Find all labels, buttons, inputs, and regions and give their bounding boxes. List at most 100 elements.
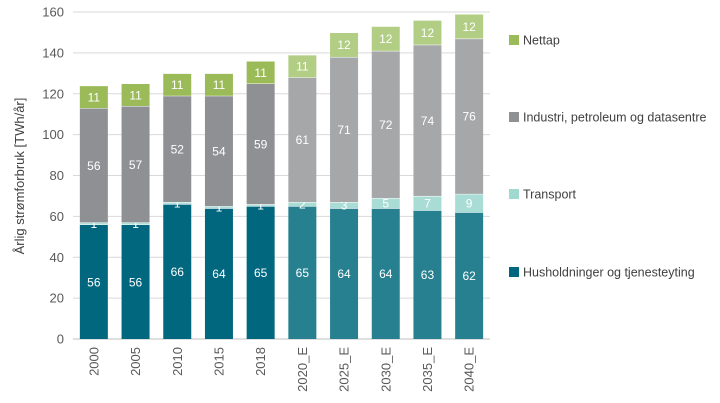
y-tick-label: 100 — [42, 127, 64, 142]
data-label: 57 — [129, 158, 143, 172]
x-tick-label: 2010 — [170, 347, 185, 376]
legend-swatch — [509, 189, 519, 199]
bar-segment — [79, 85, 108, 109]
x-tick-label: 2005 — [128, 347, 143, 376]
data-label: 64 — [212, 267, 226, 281]
data-label: 7 — [424, 197, 431, 211]
data-label: 65 — [254, 266, 268, 280]
bar-segment — [204, 73, 233, 96]
data-label: 2 — [299, 198, 306, 212]
data-label: 12 — [421, 26, 435, 40]
x-tick-label: 2015 — [211, 347, 226, 376]
bar-segment — [413, 44, 442, 196]
data-label: 3 — [341, 199, 348, 213]
legend-label: Industri, petroleum og datasentre — [523, 111, 706, 125]
x-tick-label: 2020_E — [295, 347, 310, 392]
bar-segment — [121, 222, 150, 225]
bar-segment — [246, 206, 275, 339]
bar-segment — [121, 83, 150, 107]
y-tick-label: 20 — [50, 291, 64, 306]
bar-segment — [413, 195, 442, 211]
bar-segment — [371, 208, 400, 339]
bar-segment — [455, 212, 484, 339]
bar-segment — [371, 50, 400, 198]
bar-segment — [288, 206, 317, 339]
bar-segment — [163, 202, 192, 205]
data-label: 71 — [337, 123, 351, 137]
data-label: 61 — [296, 133, 310, 147]
bar-segment — [163, 95, 192, 203]
legend: Nettap Industri, petroleum og datasentre T… — [509, 34, 706, 280]
data-label: 11 — [171, 78, 184, 92]
y-tick-label: 80 — [50, 168, 64, 183]
data-label: 72 — [379, 118, 393, 132]
bar-segment — [246, 61, 275, 84]
bar-segment — [455, 193, 484, 213]
x-tick-label: 2035_E — [420, 347, 435, 392]
y-tick-label: 120 — [42, 86, 64, 101]
data-label: 56 — [129, 275, 143, 289]
data-label: 1 — [174, 197, 181, 211]
data-label: 12 — [379, 32, 393, 46]
bar-segment — [163, 73, 192, 96]
data-label: 54 — [212, 144, 226, 158]
data-label: 59 — [254, 137, 268, 151]
x-axis-ticks: 2000 2005 2010 2015 2018 2020_E 2025_E 2030_E 20… — [86, 347, 476, 392]
data-label: 66 — [171, 265, 185, 279]
bar-segment — [288, 54, 317, 78]
data-label: 1 — [257, 199, 264, 213]
data-label: 9 — [466, 197, 473, 211]
bar-segment — [330, 56, 359, 203]
data-label: 56 — [87, 159, 101, 173]
bar-segment — [371, 26, 400, 51]
x-tick-label: 2025_E — [337, 347, 352, 392]
y-tick-label: 160 — [42, 5, 64, 20]
data-label: 1 — [91, 217, 98, 231]
data-label: 5 — [382, 197, 389, 211]
legend-label: Husholdninger og tjenesteyting — [523, 266, 695, 280]
bar-segment — [246, 204, 275, 207]
x-tick-label: 2000 — [86, 347, 101, 376]
y-tick-label: 0 — [57, 332, 64, 347]
data-label: 64 — [379, 267, 393, 281]
data-label: 11 — [129, 88, 142, 102]
data-label: 74 — [421, 114, 435, 128]
bar-segment — [79, 222, 108, 225]
y-axis-title: Årlig strømforbruk [TWh/år] — [12, 98, 27, 255]
bars: 5615611561571166152116415411651591165261… — [79, 13, 484, 339]
bar-segment — [330, 32, 359, 57]
y-tick-label: 40 — [50, 250, 64, 265]
data-label: 11 — [88, 90, 101, 104]
data-label: 1 — [132, 217, 139, 231]
y-axis-ticks: 0 20 40 60 80 100 120 140 160 — [42, 5, 64, 347]
bar-segment — [330, 208, 359, 339]
bar-segment — [121, 224, 150, 339]
x-tick-label: 2040_E — [462, 347, 477, 392]
bar-segment — [413, 20, 442, 45]
data-label: 12 — [462, 20, 476, 34]
bar-segment — [288, 77, 317, 203]
bar-segment — [330, 202, 359, 209]
data-label: 1 — [216, 201, 223, 215]
bar-segment — [163, 204, 192, 339]
bar-segment — [79, 224, 108, 339]
legend-swatch — [509, 112, 519, 122]
bar-segment — [413, 210, 442, 339]
bar-segment — [455, 38, 484, 194]
bar-segment — [121, 106, 150, 223]
y-tick-label: 140 — [42, 45, 64, 60]
legend-label: Transport — [523, 188, 577, 202]
bar-segment — [204, 206, 233, 209]
data-label: 12 — [337, 38, 351, 52]
y-tick-label: 60 — [50, 209, 64, 224]
bar-segment — [288, 202, 317, 207]
legend-swatch — [509, 267, 519, 277]
legend-label: Nettap — [523, 34, 560, 48]
x-tick-label: 2030_E — [378, 347, 393, 392]
bar-segment — [204, 208, 233, 339]
x-tick-label: 2018 — [253, 347, 268, 376]
data-label: 63 — [421, 268, 435, 282]
data-label: 76 — [462, 110, 476, 124]
data-label: 56 — [87, 275, 101, 289]
